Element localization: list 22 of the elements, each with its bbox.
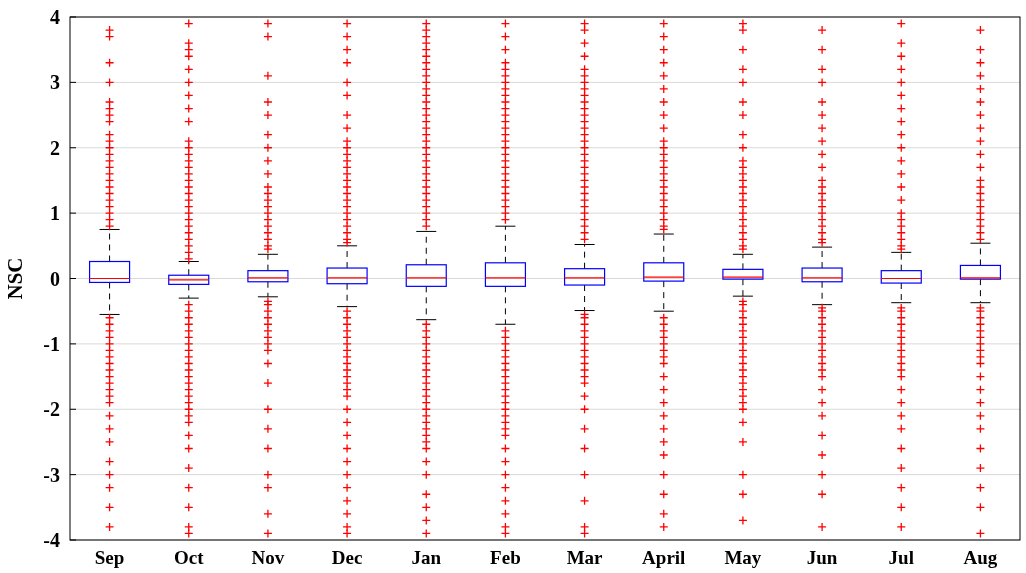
y-tick-label: -2 xyxy=(43,398,60,421)
x-tick-label: Jun xyxy=(806,547,838,568)
x-tick-label: Nov xyxy=(251,547,285,568)
x-tick-label: May xyxy=(724,547,762,568)
y-tick-label: -1 xyxy=(43,332,60,355)
y-tick-label: 2 xyxy=(50,136,60,159)
y-axis-title: NSC xyxy=(3,257,27,300)
y-tick-label: 0 xyxy=(50,267,60,290)
x-tick-label: Feb xyxy=(490,547,521,568)
y-tick-label: -4 xyxy=(43,529,60,551)
y-tick-label: 1 xyxy=(50,202,60,225)
x-tick-label: April xyxy=(642,547,686,568)
x-tick-label: Mar xyxy=(566,547,604,568)
x-tick-label: Dec xyxy=(331,547,363,568)
x-tick-label: Jul xyxy=(888,547,914,568)
x-tick-label: Aug xyxy=(963,547,998,568)
y-tick-label: -3 xyxy=(43,463,60,486)
y-tick-label: 4 xyxy=(50,6,60,28)
x-tick-label: Sep xyxy=(94,547,125,568)
y-tick-label: 3 xyxy=(50,71,60,94)
x-tick-label: Oct xyxy=(173,547,205,568)
x-tick-label: Jan xyxy=(411,547,442,568)
